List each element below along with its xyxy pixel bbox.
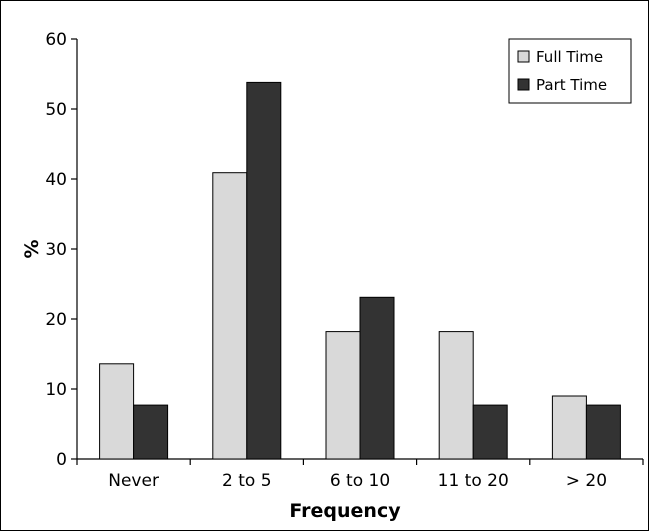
legend-box (508, 38, 632, 104)
x-axis-title: Frequency (289, 500, 401, 522)
bars (99, 81, 621, 460)
y-tick-label: 20 (45, 310, 67, 330)
bar-full-time (212, 172, 248, 460)
legend-swatch (517, 50, 530, 63)
x-axis: Never 2 to 5 6 to 10 11 to 20 > 20 (76, 458, 644, 491)
y-tick-label: 40 (45, 170, 67, 190)
legend-swatch (517, 78, 530, 91)
x-tick-label: > 20 (566, 471, 607, 491)
bar-part-time (472, 404, 508, 460)
legend: Full Time Part Time (508, 38, 632, 104)
bar-full-time (99, 363, 135, 460)
y-tick-label: 30 (45, 240, 67, 260)
y-axis: 0 10 20 30 40 50 60 (45, 30, 78, 470)
bar-part-time (585, 404, 621, 460)
bar-part-time (133, 404, 169, 460)
bar-full-time (551, 395, 587, 460)
x-tick-label: Never (108, 471, 159, 491)
legend-label: Part Time (536, 76, 607, 94)
y-tick-label: 10 (45, 380, 67, 400)
x-tick-label: 11 to 20 (438, 471, 509, 491)
bar-full-time (438, 331, 474, 460)
x-tick-label: 2 to 5 (222, 471, 272, 491)
y-tick-label: 0 (56, 450, 67, 470)
x-tick-label: 6 to 10 (330, 471, 390, 491)
y-tick-label: 50 (45, 100, 67, 120)
bar-part-time (246, 81, 282, 460)
legend-label: Full Time (536, 48, 603, 66)
y-axis-title: % (21, 239, 43, 258)
bar-part-time (359, 296, 395, 460)
y-tick-label: 60 (45, 30, 67, 50)
bar-full-time (325, 331, 361, 460)
